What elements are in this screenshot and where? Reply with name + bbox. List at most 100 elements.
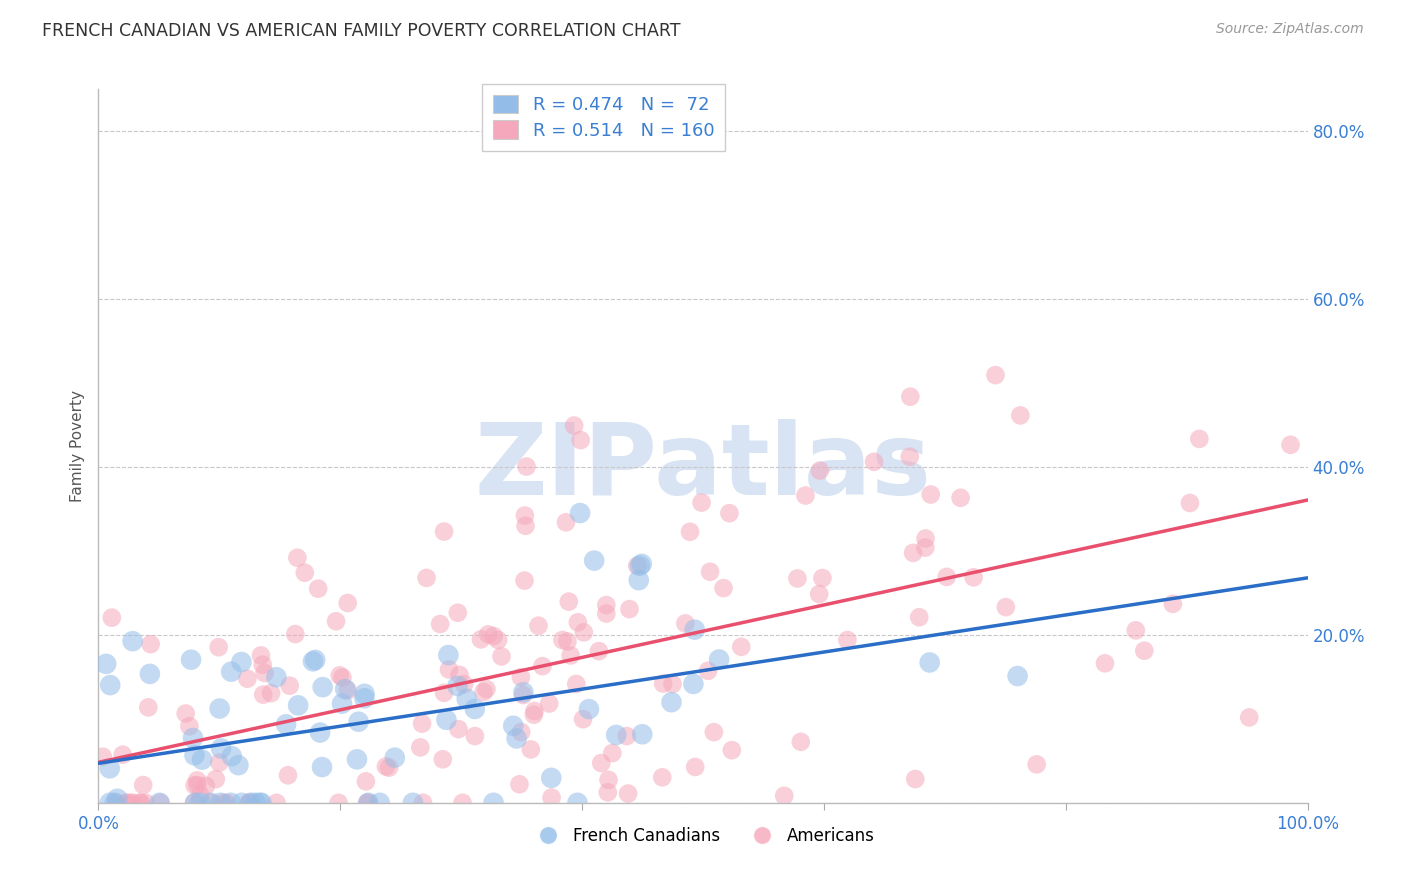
Point bbox=[436, 713, 458, 727]
Point bbox=[129, 796, 152, 810]
Point bbox=[683, 623, 706, 637]
Point bbox=[181, 731, 204, 745]
Point bbox=[188, 788, 211, 802]
Point bbox=[595, 607, 617, 621]
Point bbox=[307, 582, 329, 596]
Point bbox=[572, 625, 595, 640]
Point bbox=[569, 433, 592, 447]
Point bbox=[651, 770, 673, 784]
Point bbox=[252, 688, 274, 702]
Point bbox=[356, 796, 378, 810]
Point bbox=[302, 654, 325, 668]
Point bbox=[374, 759, 396, 773]
Point bbox=[174, 706, 197, 721]
Point bbox=[538, 697, 561, 711]
Point bbox=[328, 796, 350, 810]
Point bbox=[531, 659, 554, 673]
Point bbox=[346, 752, 368, 766]
Point bbox=[447, 722, 470, 736]
Point bbox=[523, 707, 546, 722]
Y-axis label: Family Poverty: Family Poverty bbox=[70, 390, 86, 502]
Point bbox=[105, 796, 128, 810]
Point bbox=[437, 663, 460, 677]
Point bbox=[139, 667, 162, 681]
Point bbox=[260, 686, 283, 700]
Point bbox=[347, 714, 370, 729]
Point bbox=[186, 773, 208, 788]
Point bbox=[184, 796, 207, 810]
Point bbox=[619, 602, 641, 616]
Point bbox=[239, 796, 262, 810]
Point bbox=[183, 796, 205, 810]
Point bbox=[412, 796, 434, 810]
Point bbox=[208, 756, 231, 770]
Point bbox=[336, 596, 359, 610]
Point bbox=[208, 640, 231, 655]
Point bbox=[628, 558, 651, 573]
Point bbox=[673, 616, 696, 631]
Point bbox=[808, 464, 831, 478]
Point bbox=[277, 768, 299, 782]
Point bbox=[91, 749, 114, 764]
Point bbox=[630, 557, 652, 571]
Point bbox=[449, 668, 471, 682]
Point bbox=[565, 677, 588, 691]
Point bbox=[790, 735, 813, 749]
Point bbox=[512, 688, 534, 702]
Point bbox=[502, 719, 524, 733]
Point bbox=[616, 729, 638, 743]
Point bbox=[627, 573, 650, 587]
Point bbox=[236, 672, 259, 686]
Point bbox=[105, 791, 128, 805]
Point bbox=[557, 634, 579, 648]
Point bbox=[569, 506, 592, 520]
Point bbox=[266, 796, 288, 810]
Point bbox=[595, 598, 617, 612]
Point bbox=[136, 700, 159, 714]
Point bbox=[914, 541, 936, 555]
Point bbox=[682, 677, 704, 691]
Point bbox=[898, 450, 921, 464]
Point bbox=[180, 653, 202, 667]
Point bbox=[212, 796, 235, 810]
Point bbox=[1133, 643, 1156, 657]
Point bbox=[453, 677, 475, 691]
Point bbox=[96, 657, 118, 671]
Point bbox=[231, 655, 253, 669]
Point bbox=[699, 565, 721, 579]
Point bbox=[353, 687, 375, 701]
Point bbox=[562, 418, 585, 433]
Point bbox=[508, 777, 530, 791]
Point bbox=[266, 670, 288, 684]
Point bbox=[690, 495, 713, 509]
Point bbox=[104, 796, 127, 810]
Point bbox=[520, 742, 543, 756]
Point bbox=[811, 571, 834, 585]
Point bbox=[707, 652, 730, 666]
Point bbox=[415, 571, 437, 585]
Point bbox=[249, 796, 271, 810]
Point bbox=[332, 671, 354, 685]
Point bbox=[98, 796, 121, 810]
Point bbox=[252, 657, 274, 672]
Point bbox=[513, 508, 536, 523]
Point bbox=[598, 772, 620, 787]
Point bbox=[208, 701, 231, 715]
Point bbox=[129, 796, 152, 810]
Point bbox=[179, 719, 201, 733]
Text: FRENCH CANADIAN VS AMERICAN FAMILY POVERTY CORRELATION CHART: FRENCH CANADIAN VS AMERICAN FAMILY POVER… bbox=[42, 22, 681, 40]
Point bbox=[1178, 496, 1201, 510]
Text: Source: ZipAtlas.com: Source: ZipAtlas.com bbox=[1216, 22, 1364, 37]
Point bbox=[475, 681, 498, 696]
Point bbox=[551, 632, 574, 647]
Point bbox=[433, 686, 456, 700]
Point bbox=[357, 796, 380, 810]
Point bbox=[583, 553, 606, 567]
Point bbox=[402, 796, 425, 810]
Point bbox=[567, 615, 589, 630]
Point bbox=[898, 390, 921, 404]
Point bbox=[122, 796, 145, 810]
Point bbox=[1007, 669, 1029, 683]
Point bbox=[200, 796, 222, 810]
Point bbox=[194, 779, 217, 793]
